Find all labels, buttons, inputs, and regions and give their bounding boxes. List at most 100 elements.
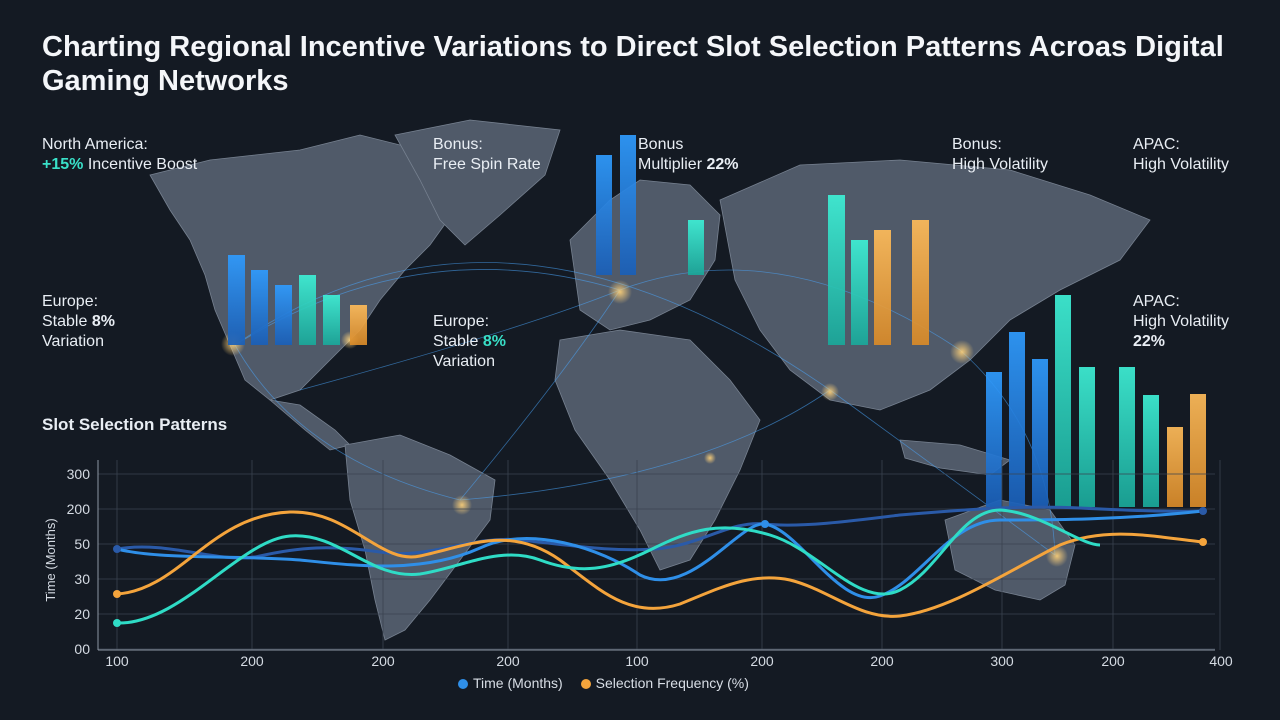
y-tick-labels: 300 200 50 30 20 00 [67,466,91,657]
bar [1119,367,1135,507]
label-text: High Volatility [952,156,1049,173]
label-text: Stable [42,313,92,330]
bar [323,295,340,345]
label-text: High Volatility [1133,313,1230,330]
bar [1190,394,1206,507]
label-bonus-free-spin: Bonus: Free Spin Rate [433,135,541,175]
central-america-landmass [268,399,351,451]
bar [620,135,636,275]
label-highlight: 22% [706,156,739,173]
label-bonus-multiplier: Bonus Multiplier 22% [638,135,739,175]
y-tick-label: 20 [74,606,90,622]
x-tick-labels: 100 200 200 200 100 200 200 300 200 400 [105,653,1233,669]
bar [596,155,612,275]
x-tick-label: 200 [750,653,774,669]
label-bonus-volatility: Bonus: High Volatility [952,135,1048,175]
bars-north-america [228,255,367,345]
legend-item-time: Time (Months) [458,675,563,691]
x-tick-label: 100 [105,653,129,669]
label-apac-top: APAC: High Volatility [1133,135,1229,175]
x-tick-label: 100 [625,653,649,669]
series-marker [113,545,121,553]
legend-label: Selection Frequency (%) [595,675,749,691]
label-text: Multiplier [638,156,707,173]
bar [350,305,367,345]
label-text: Incentive Boost [83,156,198,173]
greenland-landmass [394,119,561,246]
y-tick-label: 30 [74,571,90,587]
x-tick-label: 200 [371,653,395,669]
asia-landmass [719,159,1151,411]
line-chart: 300 200 50 30 20 00 100 200 200 200 100 200 200 300 2… [43,460,1233,669]
label-highlight: 8% [91,313,115,330]
city-glow [452,495,472,515]
label-europe-center: Europe: Stable 8% Variation [433,312,506,372]
bar [1055,295,1071,507]
label-north-america: North America: +15% Incentive Boost [42,135,197,175]
bar [251,270,268,345]
label-highlight: 8% [482,333,506,350]
label-text: High Volatility [1133,156,1230,173]
south-america-landmass [344,434,496,641]
bar [688,220,704,275]
label-text: Free Spin Rate [433,156,541,173]
city-glow [608,280,632,304]
legend-dot-icon [458,679,468,690]
series-line-teal [116,508,1101,625]
series-marker [1199,538,1207,546]
series-line-blue [116,509,1204,600]
series-line-orange [116,510,1204,618]
y-tick-label: 200 [67,501,91,517]
bar [851,240,868,345]
city-glow [704,452,716,464]
section-title: Slot Selection Patterns [42,415,228,434]
series-marker [761,520,769,528]
city-glow [950,340,974,364]
x-tick-label: 400 [1209,653,1233,669]
x-tick-label: 300 [990,653,1014,669]
bar [275,285,292,345]
label-heading: Europe: [42,293,99,310]
legend-item-frequency: Selection Frequency (%) [580,675,749,691]
bar [299,275,316,345]
label-heading: Bonus [638,136,684,153]
label-heading: APAC: [1133,136,1180,153]
page-title: Charting Regional Incentive Variations t… [42,31,1224,97]
bar [1143,395,1159,507]
x-tick-label: 200 [240,653,264,669]
bar [828,195,845,345]
chart-legend: Time (Months) Selection Frequency (%) [458,675,763,691]
label-text: Stable [433,333,483,350]
city-glow [821,383,839,401]
label-text: Variation [433,353,495,370]
x-tick-label: 200 [870,653,894,669]
x-tick-label: 200 [1101,653,1125,669]
bar [1079,367,1095,507]
label-text: Variation [42,333,104,350]
bars-asia [828,195,929,345]
y-tick-label: 300 [67,466,91,482]
bar [874,230,891,345]
label-heading: Europe: [433,313,490,330]
city-glow [1046,545,1068,567]
label-apac-right: APAC: High Volatility 22% [1133,292,1229,352]
bars-europe [596,135,704,275]
label-europe-left: Europe: Stable 8% Variation [42,292,115,352]
label-heading: APAC: [1133,293,1180,310]
bar [1032,359,1048,507]
bars-apac [986,295,1206,507]
y-tick-label: 00 [74,641,90,657]
label-highlight: +15% [42,156,84,173]
legend-label: Time (Months) [473,675,563,691]
label-heading: North America: [42,136,148,153]
label-highlight: 22% [1133,333,1166,350]
series-marker [113,619,121,627]
bar [228,255,245,345]
bar [986,372,1002,507]
legend-dot-icon [580,679,591,690]
series-marker [113,590,121,598]
label-heading: Bonus: [952,136,1002,153]
bar [1167,427,1183,507]
bar [1009,332,1025,507]
